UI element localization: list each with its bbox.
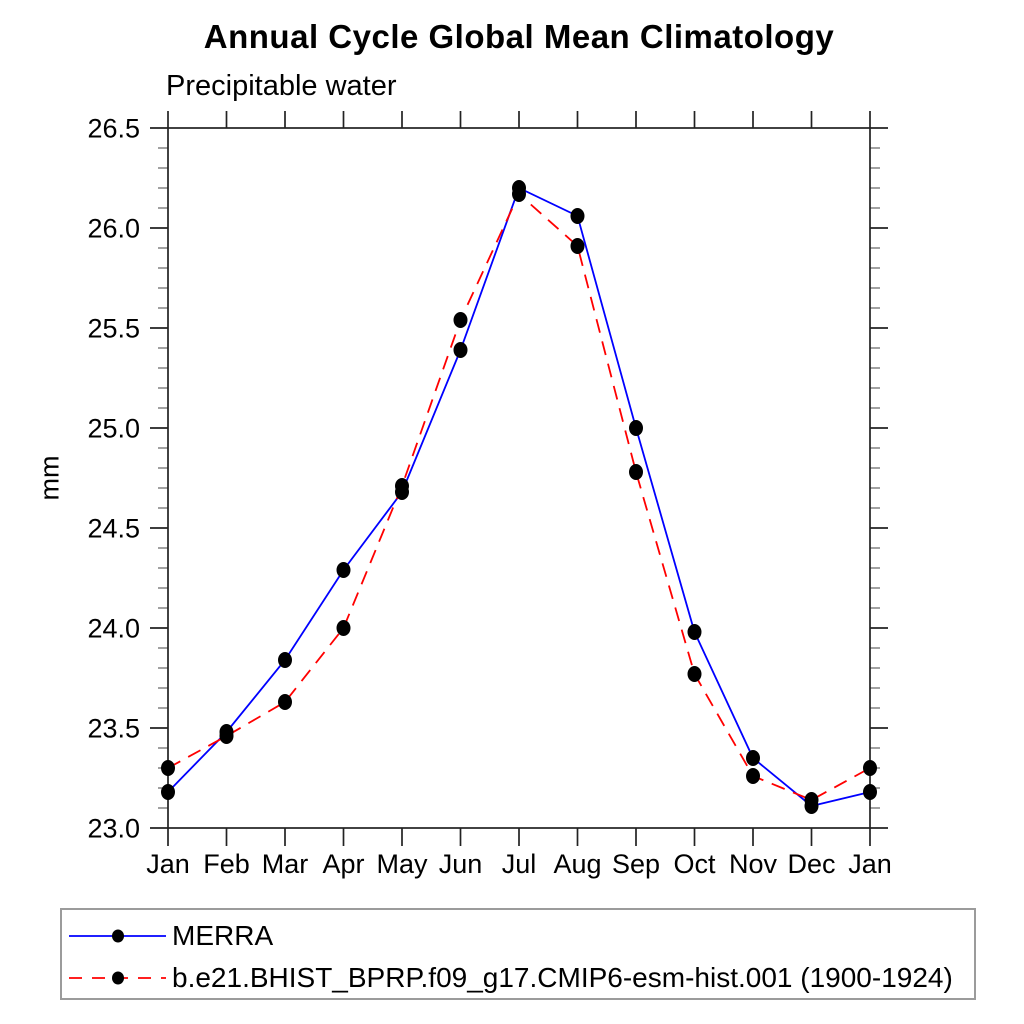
chart-subtitle: Precipitable water [166, 70, 397, 102]
y-tick-label: 24.5 [87, 514, 140, 544]
merra-line-sample-icon [69, 929, 166, 943]
y-tick-label: 26.5 [87, 114, 140, 144]
x-tick-label: Mar [262, 849, 309, 879]
merra-data-point-marker [629, 420, 643, 436]
merra-data-point-marker [161, 784, 175, 800]
cesm-model-data-point-marker [570, 238, 585, 254]
legend-item-merra: MERRA [68, 920, 274, 951]
cesm-model-data-point-marker [512, 186, 526, 202]
x-tick-label: Feb [203, 849, 250, 879]
x-tick-label: Sep [612, 849, 660, 879]
y-tick-label: 24.0 [87, 614, 140, 644]
merra-data-point-marker [278, 652, 292, 668]
y-tick-label: 25.0 [87, 414, 140, 444]
merra-data-point-marker [453, 342, 468, 358]
x-tick-label: Jul [502, 849, 537, 879]
cesm-model-data-point-marker [161, 760, 175, 776]
legend-item-cesm-model: b.e21.BHIST_BPRP.f09_g17.CMIP6-esm-hist.… [68, 962, 953, 993]
y-tick-label: 23.5 [87, 714, 140, 744]
x-tick-label: Jun [439, 849, 483, 879]
merra-data-point-marker [687, 624, 702, 640]
merra-data-point-marker [863, 784, 877, 800]
x-tick-label: May [376, 849, 428, 879]
x-tick-label: Jan [146, 849, 190, 879]
legend-box: MERRA b.e21.BHIST_BPRP.f09_g17.CMIP6-esm… [60, 908, 976, 1000]
merra-data-point-marker [746, 750, 760, 766]
cesm-model-data-point-marker [629, 464, 643, 480]
cesm-model-data-point-marker [453, 312, 468, 328]
merra-data-point-marker [570, 208, 585, 224]
legend-label-merra: MERRA [172, 920, 274, 951]
cesm-model-data-point-marker [278, 694, 292, 710]
y-tick-label: 26.0 [87, 214, 140, 244]
merra-line [167, 186, 871, 807]
cesm-model-data-point-marker [219, 728, 234, 744]
x-tick-label: Dec [787, 849, 835, 879]
cesm-model-data-point-marker [336, 620, 351, 636]
cesm-model-data-point-marker [804, 792, 819, 808]
cesm-model-data-point-marker [863, 760, 877, 776]
cesm-model-data-point-marker [746, 768, 760, 784]
x-tick-label: Oct [673, 849, 716, 879]
model-line-sample-icon [69, 971, 166, 985]
cesm-model-data-point-marker [687, 666, 702, 682]
chart-title: Annual Cycle Global Mean Climatology [203, 18, 835, 55]
cesm-model-data-point-marker [395, 478, 409, 494]
plot-frame [167, 127, 871, 829]
x-tick-label: Aug [553, 849, 601, 879]
y-tick-label: 23.0 [87, 814, 140, 844]
x-tick-label: Nov [729, 849, 778, 879]
legend-label-cesm-model: b.e21.BHIST_BPRP.f09_g17.CMIP6-esm-hist.… [172, 962, 953, 993]
x-tick-label: Jan [848, 849, 892, 879]
y-tick-label: 25.5 [87, 314, 140, 344]
cesm-model-line [167, 192, 871, 801]
x-tick-label: Apr [322, 849, 364, 879]
merra-data-point-marker [336, 562, 351, 578]
